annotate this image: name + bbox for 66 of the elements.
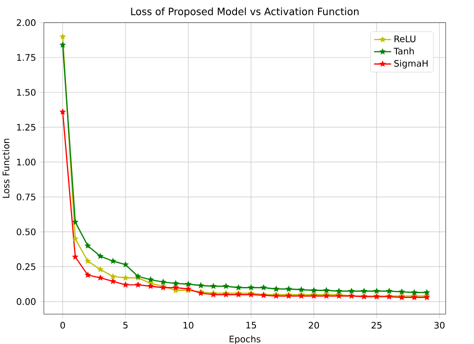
point	[285, 286, 292, 292]
point	[84, 242, 92, 249]
y-tick-label: 0.75	[16, 194, 36, 200]
point	[336, 288, 342, 294]
point	[222, 282, 230, 290]
point	[122, 261, 129, 268]
x-tick-label: 30	[434, 322, 445, 329]
point	[272, 286, 280, 292]
point	[84, 258, 92, 264]
y-tick-label: 2.00	[16, 19, 36, 26]
y-tick-label: 1.25	[17, 124, 36, 131]
point	[59, 108, 66, 115]
point	[160, 278, 166, 285]
x-tick-label: 25	[372, 322, 382, 329]
point	[122, 281, 129, 288]
point	[348, 288, 355, 294]
point	[373, 288, 380, 294]
point	[97, 274, 104, 281]
point	[59, 33, 66, 40]
point	[184, 280, 192, 288]
point	[210, 282, 217, 290]
point	[424, 289, 430, 296]
legend-label: Tanh	[394, 48, 414, 55]
point	[110, 278, 116, 284]
y-tick-label: 1.50	[17, 89, 36, 96]
point	[235, 284, 242, 291]
y-tick-label: 0.00	[16, 298, 36, 306]
point	[72, 235, 79, 242]
x-tick-label: 0	[60, 322, 65, 329]
point	[122, 274, 129, 281]
x-tick-label: 15	[246, 322, 256, 329]
point	[134, 281, 142, 288]
point	[298, 286, 305, 293]
y-tick-label: 0.25	[16, 263, 36, 270]
point	[110, 273, 116, 280]
y-tick-label: 0.50	[16, 228, 36, 236]
point	[84, 272, 92, 278]
x-tick-label: 5	[123, 322, 128, 329]
point	[147, 276, 154, 283]
point	[260, 284, 267, 291]
y-tick-label: 1.00	[17, 158, 36, 166]
point	[110, 258, 116, 264]
point	[147, 282, 154, 290]
point	[72, 218, 79, 225]
point	[97, 266, 104, 272]
point	[310, 287, 318, 294]
point	[248, 284, 254, 291]
point	[411, 289, 418, 296]
point	[198, 282, 204, 288]
x-tick-label: 10	[184, 322, 194, 329]
point	[386, 288, 393, 294]
point	[72, 254, 79, 260]
point	[172, 280, 180, 286]
y-tick-label: 1.75	[17, 54, 36, 61]
point	[398, 288, 406, 295]
point	[360, 288, 368, 294]
chart-title: Loss of Proposed Model vs Activation Function	[131, 8, 359, 18]
y-axis-title: Loss Function	[2, 138, 10, 198]
x-tick-label: 20	[308, 322, 319, 329]
x-axis-title: Epochs	[230, 336, 260, 344]
point	[323, 287, 330, 294]
legend-label: ReLU	[394, 36, 416, 42]
point	[59, 42, 66, 48]
legend-label: SigmaH	[394, 60, 428, 69]
point	[172, 284, 180, 291]
point	[97, 252, 104, 260]
